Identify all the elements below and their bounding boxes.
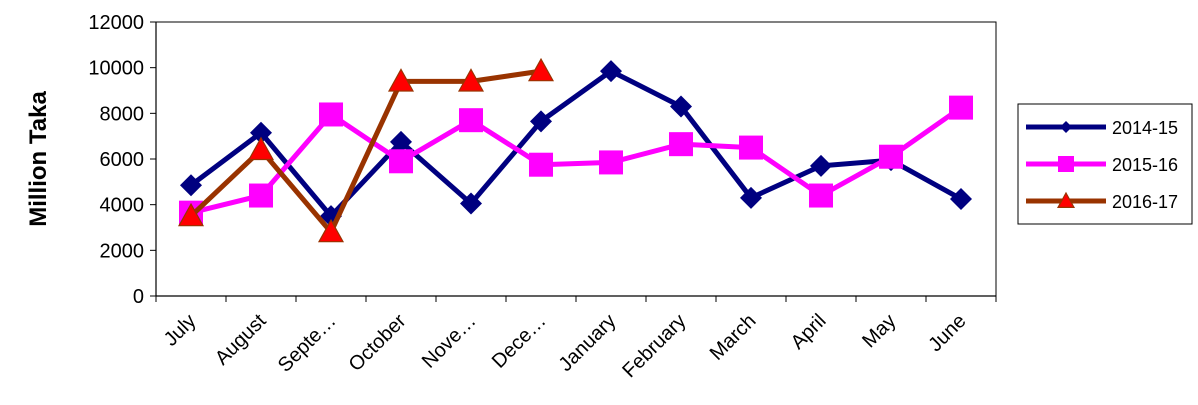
data-point-2014-15 <box>740 186 762 209</box>
data-point-2015-16 <box>949 95 973 120</box>
data-point-2014-15 <box>600 60 622 83</box>
data-point-2015-16 <box>739 135 763 160</box>
data-point-2016-17 <box>387 68 415 92</box>
legend-label: 2014-15 <box>1112 118 1178 138</box>
data-point-2015-16 <box>669 132 693 157</box>
data-point-2015-16 <box>809 183 833 208</box>
legend-marker-2016-17 <box>1056 191 1076 208</box>
y-tick-label: 4000 <box>100 195 145 217</box>
y-tick-label: 6000 <box>100 149 145 171</box>
data-point-2015-16 <box>319 102 343 127</box>
legend: 2014-15 2015-16 2016-17 <box>1017 103 1193 225</box>
data-point-2014-15 <box>670 95 692 118</box>
data-point-2016-17 <box>527 57 555 82</box>
legend-marker-2015-16 <box>1058 156 1074 172</box>
data-point-2014-15 <box>530 110 552 133</box>
series-2016-17 <box>177 57 555 243</box>
series-layer <box>177 57 973 243</box>
legend-label: 2016-17 <box>1112 192 1178 212</box>
data-point-2016-17 <box>457 68 485 92</box>
data-point-2014-15 <box>810 154 832 177</box>
data-point-2015-16 <box>599 150 623 175</box>
data-point-2016-17 <box>177 202 205 227</box>
y-axis-title: Million Taka <box>25 91 52 227</box>
data-point-2015-16 <box>249 183 273 208</box>
y-ticks: 0 2000 4000 6000 8000 10000 12000 <box>88 12 156 308</box>
series-line-2014-15 <box>189 68 963 219</box>
series-line-2016-17 <box>189 68 542 235</box>
data-point-2014-15 <box>390 130 412 153</box>
data-point-2014-15 <box>250 121 272 144</box>
data-point-2015-16 <box>529 152 553 177</box>
y-tick-label: 12000 <box>88 12 144 34</box>
data-point-2016-17 <box>317 218 345 243</box>
legend-label: 2015-16 <box>1112 155 1178 175</box>
data-point-2016-17 <box>247 136 275 161</box>
data-point-2014-15 <box>950 187 972 210</box>
data-point-2015-16 <box>879 144 903 169</box>
data-point-2014-15 <box>180 174 202 197</box>
y-tick-label: 10000 <box>88 58 144 80</box>
data-point-2015-16 <box>459 108 483 133</box>
y-tick-label: 2000 <box>100 240 145 262</box>
legend-marker-2014-15 <box>1060 121 1072 133</box>
y-tick-label: 0 <box>133 286 144 308</box>
y-tick-label: 8000 <box>100 103 145 125</box>
data-point-2015-16 <box>389 149 413 174</box>
data-point-2014-15 <box>460 192 482 215</box>
series-2015-16 <box>179 95 973 225</box>
